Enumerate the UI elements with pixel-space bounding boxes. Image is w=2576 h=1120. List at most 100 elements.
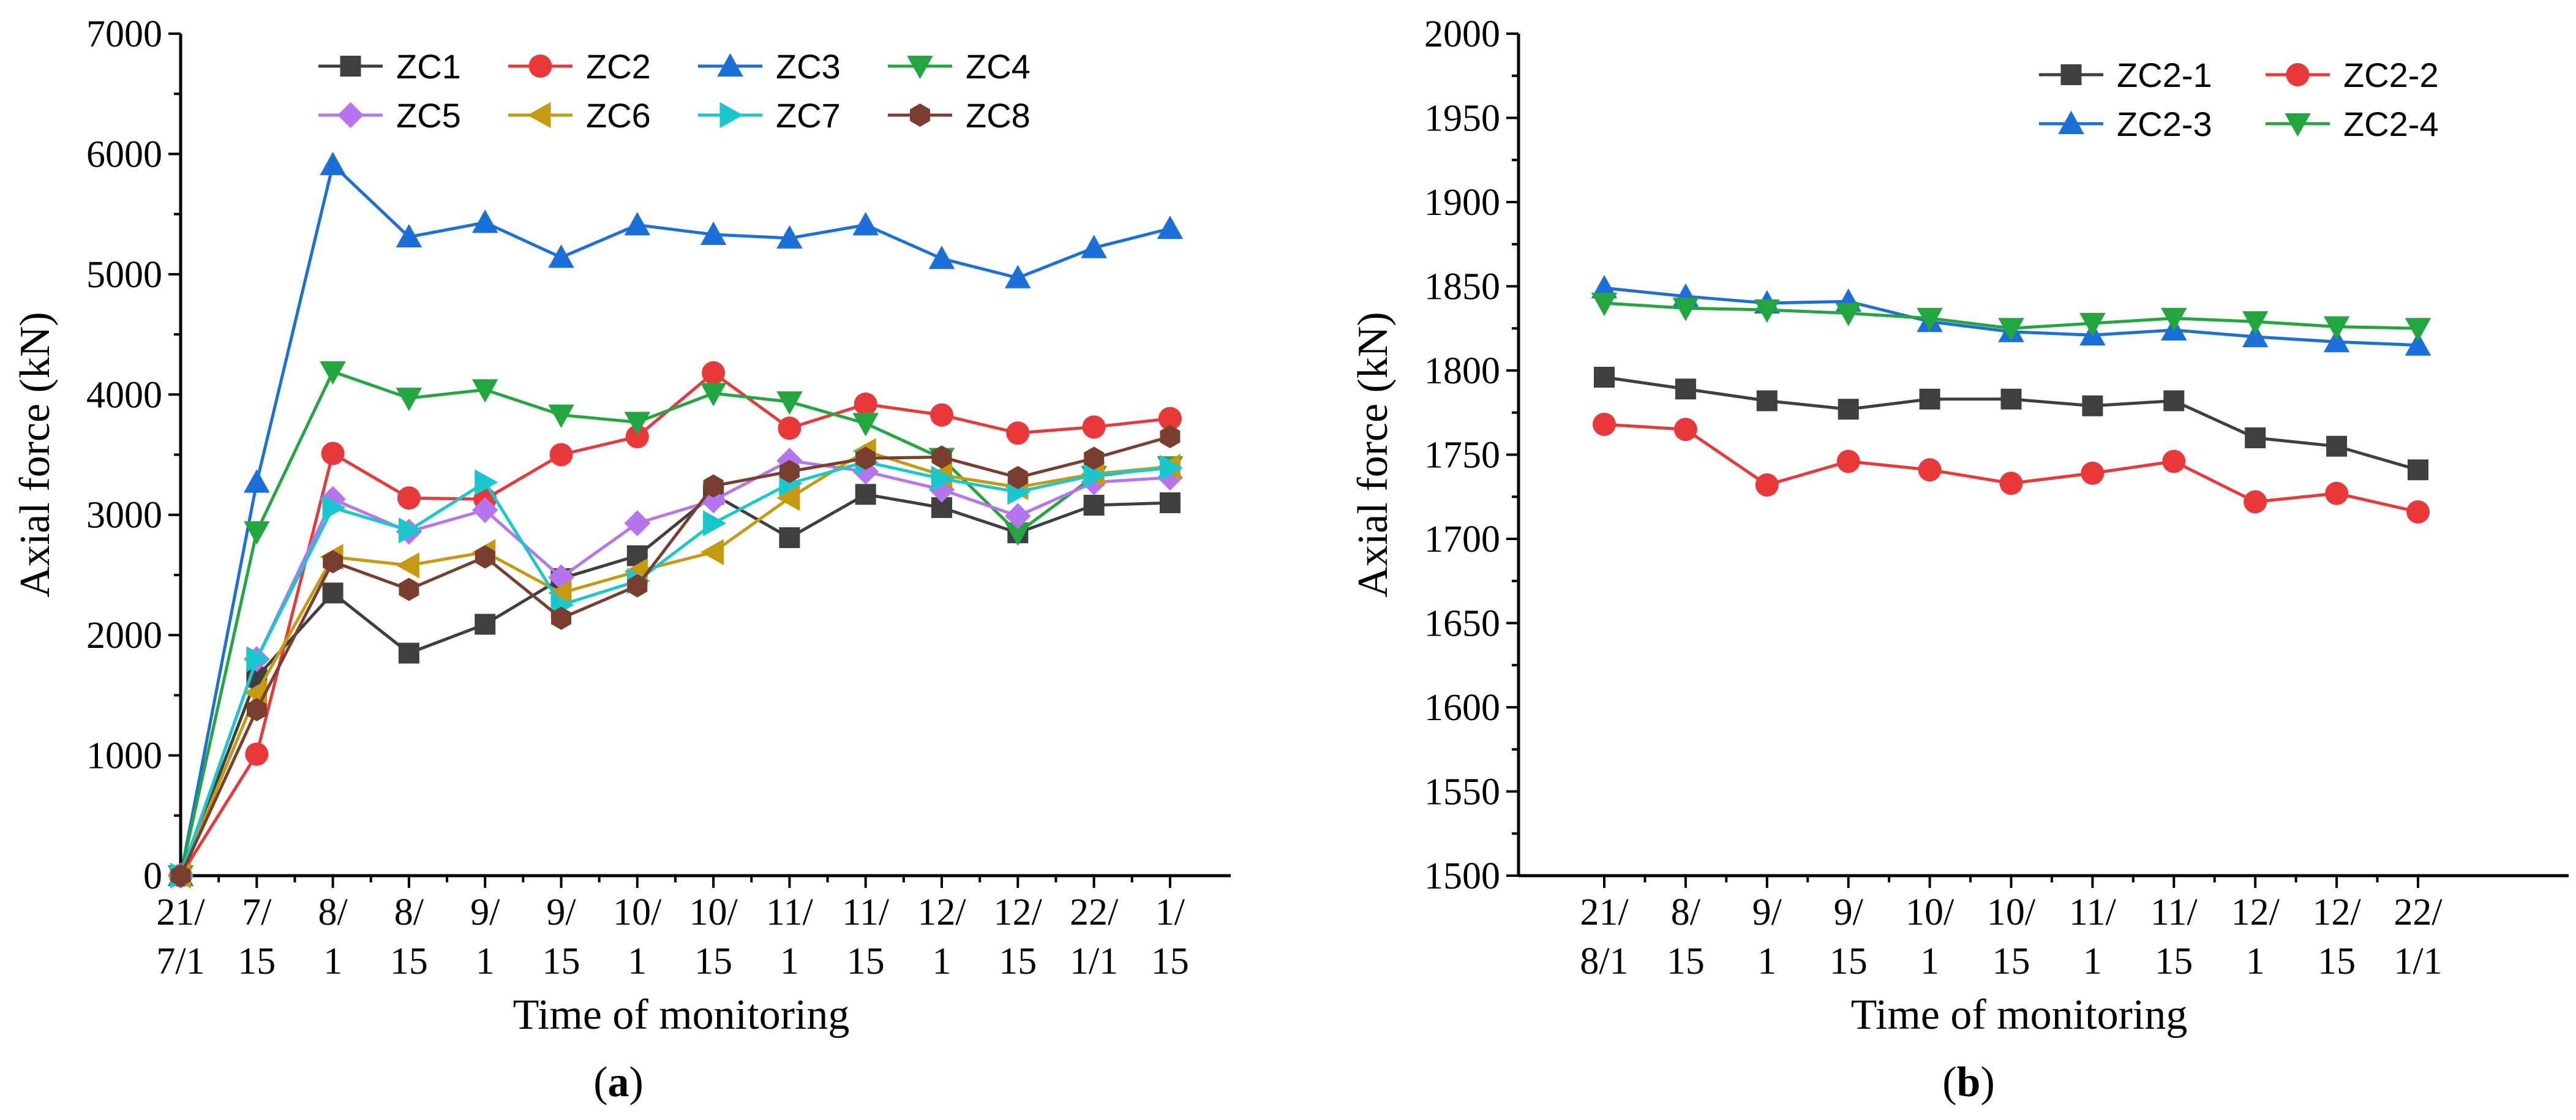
data-point-ZC5-11 [1005,503,1031,529]
series-ZC5 [167,448,1184,889]
y-axis-title: Axial force (kN) [12,312,59,597]
data-point-ZC6-5 [548,580,572,606]
data-point-ZC2-1-2 [1756,390,1778,412]
data-point-ZC3-10 [928,246,955,269]
x-tick-label: 12/1 [917,892,966,982]
data-point-ZC8-4 [475,545,495,569]
data-point-ZC3-5 [548,244,574,268]
data-point-ZC2-4-3 [1835,303,1861,326]
data-point-ZC4-8 [776,391,803,415]
legend: ZC1 ZC2 ZC3 ZC4 ZC5 ZC6 ZC7 ZC8 [318,47,1031,135]
x-tick-label: 10/15 [689,892,738,982]
x-tick-label: 9/15 [543,892,580,982]
y-tick-label: 1950 [1424,98,1500,140]
legend-label: ZC2 [586,47,651,86]
data-point-ZC2-4-5 [1998,318,2024,342]
data-point-ZC1-8 [779,527,800,549]
data-point-ZC4-5 [548,404,574,428]
legend-marker [907,56,933,80]
x-tick-label: 8/1 [318,892,348,982]
data-point-ZC2-3-10 [2405,332,2431,356]
y-tick-label: 3000 [86,495,162,536]
data-point-ZC2-5 [549,443,573,467]
legend-marker [337,102,364,129]
data-point-ZC1-3 [398,642,419,664]
data-point-ZC5-4 [471,497,498,524]
data-point-ZC2-2-2 [1755,473,1779,497]
panel-label: (a) [593,1059,644,1106]
y-tick-label: 2000 [86,615,162,656]
legend-marker [2058,110,2084,134]
legend-label: ZC3 [776,47,841,86]
series-line-ZC3 [179,163,1171,876]
data-point-ZC2-4-2 [1754,299,1781,323]
data-point-ZC1-12 [1083,495,1105,516]
y-tick-label: 0 [143,855,162,897]
data-point-ZC1-4 [475,614,496,635]
legend-label: ZC5 [396,96,461,135]
data-point-ZC2-4-0 [1591,293,1618,317]
x-axis-title: Time of monitoring [1851,991,2188,1039]
data-point-ZC2-1-8 [2245,427,2266,448]
y-tick-label: 4000 [86,374,162,416]
y-tick-label: 1500 [1424,855,1500,897]
series-ZC8 [170,425,1181,887]
data-point-ZC8-12 [1084,446,1105,470]
series-line-ZC8 [179,435,1171,877]
data-point-ZC2-4-6 [2079,313,2106,337]
y-axis-title: Axial force (kN) [1350,312,1397,597]
y-tick-label: 1700 [1424,519,1500,560]
data-point-ZC2-2-8 [2244,490,2267,514]
x-tick-label: 21/8/1 [1580,892,1629,982]
x-tick-label: 12/1 [2231,892,2280,982]
x-tick-label: 12/15 [994,892,1043,982]
data-point-ZC8-11 [1007,465,1028,489]
series-line-ZC2 [179,371,1171,877]
legend-marker [2060,64,2082,85]
legend-marker [2285,113,2311,137]
data-point-ZC7-4 [475,469,498,495]
series-ZC7 [170,449,1184,889]
data-point-ZC8-8 [779,460,800,483]
data-point-ZC2-4-10 [2405,318,2431,342]
series-line-ZC1 [179,492,1170,876]
y-tick-label: 1750 [1424,435,1500,476]
data-point-ZC2-11 [1006,421,1030,445]
series-ZC4 [167,361,1184,889]
legend-marker [340,56,361,77]
data-point-ZC2-1-7 [2163,390,2185,412]
data-point-ZC5-6 [624,510,651,536]
legend-item-ZC2-2: ZC2-2 [2266,56,2439,94]
data-point-ZC1-2 [322,582,344,604]
data-point-ZC2-4-8 [2242,311,2269,335]
data-point-ZC3-4 [471,209,498,233]
chart-a: 0 1000 2000 3000 4000 5000 6000 7000 21/7/1 7/15 8… [12,13,1231,1106]
legend-marker [910,103,930,127]
legend-marker [719,102,743,129]
data-point-ZC2-2 [321,442,345,465]
legend: ZC2-1 ZC2-2 ZC2-3 ZC2-4 [2039,56,2439,143]
x-tick-label: 8/15 [390,892,428,982]
data-point-ZC7-7 [703,510,727,536]
x-tick-label: 7/15 [238,892,276,982]
data-point-ZC2-2-1 [1673,418,1697,442]
legend-item-ZC3: ZC3 [698,47,841,86]
data-point-ZC7-10 [931,465,955,492]
data-point-ZC8-3 [399,577,419,601]
data-point-ZC2-1-3 [1838,399,1859,420]
x-tick-label: 10/15 [1987,892,2036,982]
series-ZC1 [170,484,1181,886]
y-tick-label: 2000 [1424,13,1500,55]
data-point-ZC2-1-5 [2000,388,2022,410]
series-ZC3 [167,151,1184,886]
data-point-ZC2-2-10 [2406,500,2430,524]
data-point-ZC3-1 [244,469,270,493]
data-point-ZC2-2-6 [2081,461,2105,485]
x-tick-label: 11/15 [2150,892,2198,982]
y-tick-label: 1600 [1424,687,1500,729]
series-ZC2-3 [1591,275,2431,356]
x-tick-label: 11/15 [842,892,890,982]
data-point-ZC2-3-9 [2323,329,2350,353]
data-point-ZC2-2-0 [1593,413,1616,436]
data-point-ZC2-4-4 [1917,307,1943,331]
